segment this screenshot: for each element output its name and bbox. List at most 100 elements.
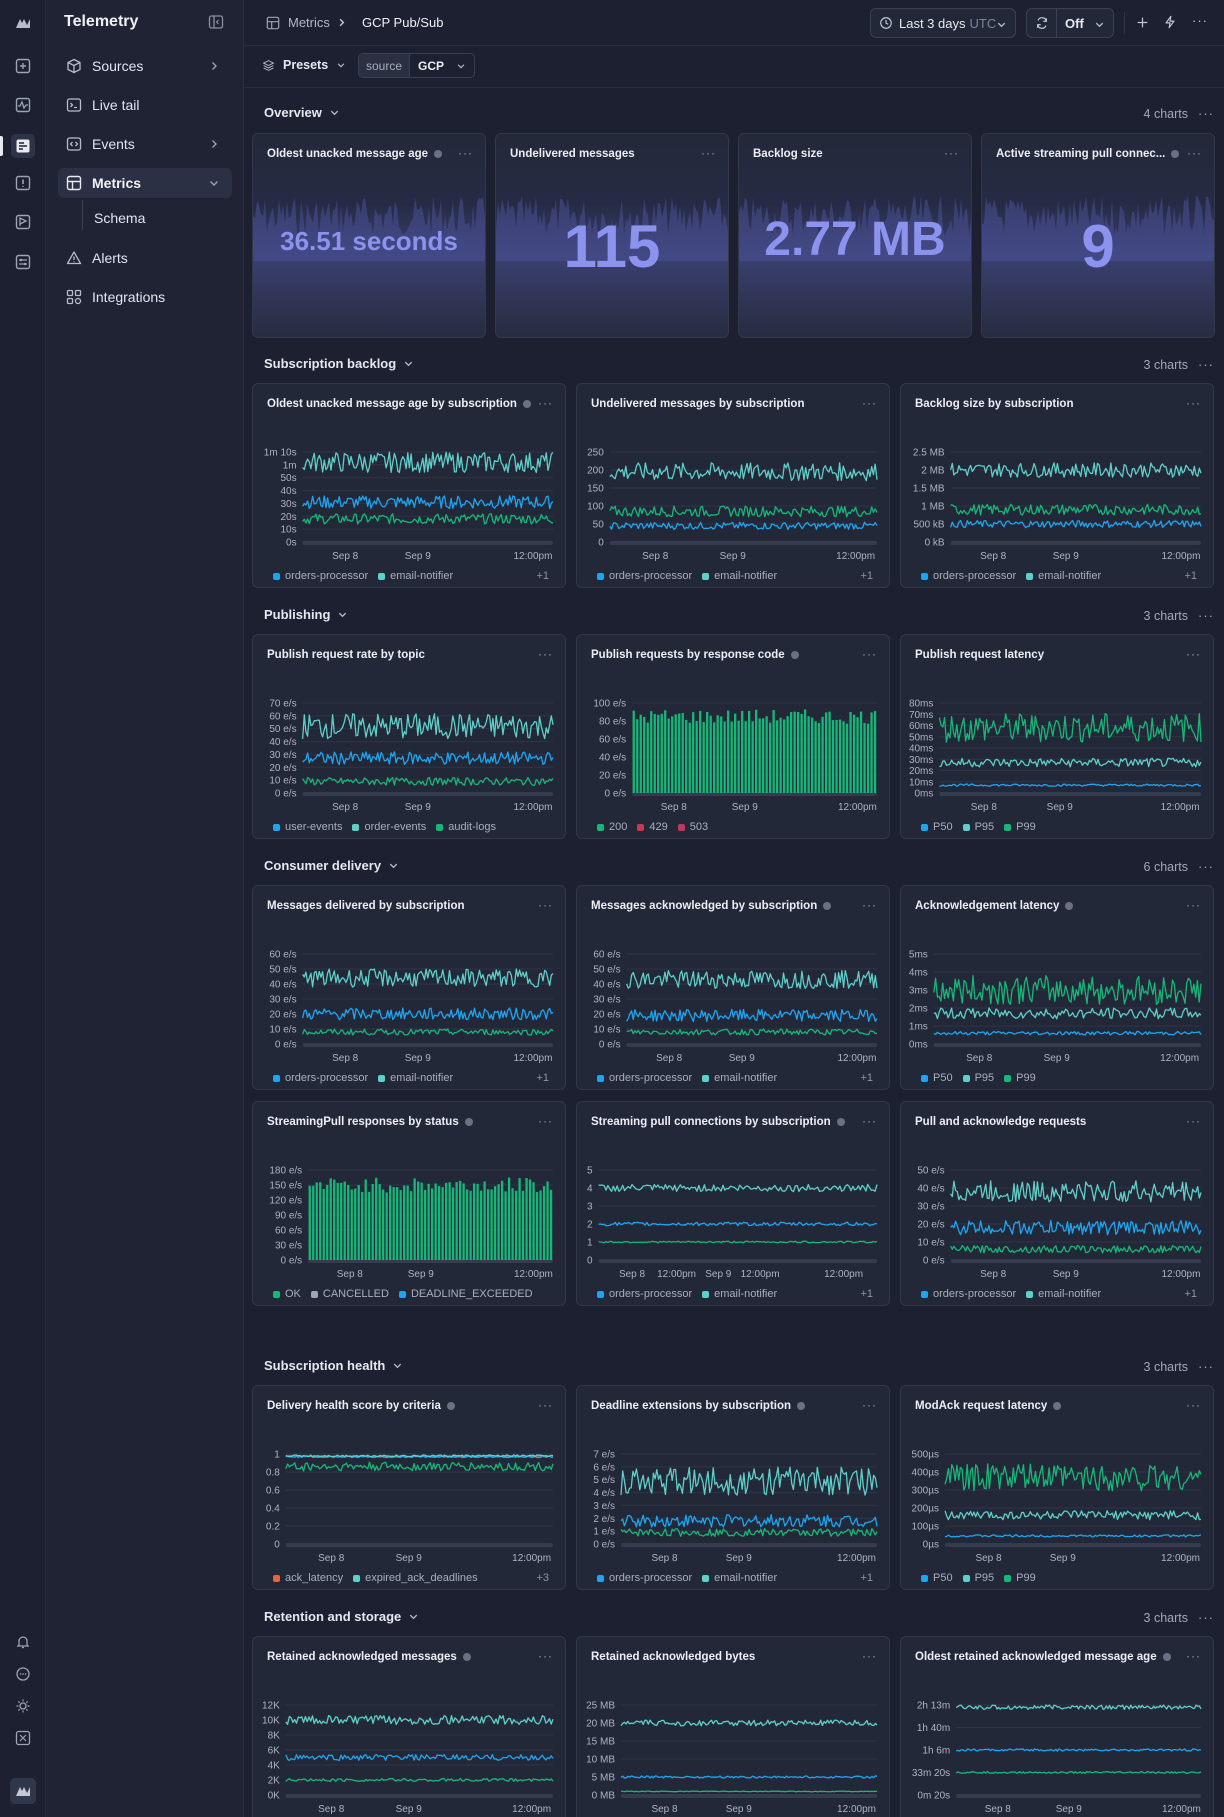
legend-item[interactable]: DEADLINE_EXCEEDED <box>398 1288 533 1300</box>
card-menu-icon[interactable]: ··· <box>862 1649 877 1663</box>
info-icon[interactable] <box>434 150 443 158</box>
legend-item[interactable]: orders-processor <box>273 1072 368 1084</box>
legend-item[interactable]: P99 <box>1004 1572 1036 1584</box>
legend-item[interactable]: P95 <box>962 1572 994 1584</box>
legend-item[interactable]: OK <box>273 1288 301 1300</box>
info-icon[interactable] <box>1065 902 1074 910</box>
legend-more[interactable]: +1 <box>536 1072 549 1084</box>
card-menu-icon[interactable]: ··· <box>862 396 877 410</box>
legend-more[interactable]: +1 <box>860 570 873 582</box>
chart-card[interactable]: Deadline extensions by subscription ··· 0 … <box>576 1385 890 1590</box>
chart-card[interactable]: Retained acknowledged messages ··· 0K 2K 4K 6… <box>252 1636 566 1817</box>
section-title-publishing[interactable]: Publishing <box>264 607 348 622</box>
stat-card[interactable]: Active streaming pull connec... ··· 9 <box>981 133 1215 338</box>
chart-card[interactable]: Delivery health score by criteria ··· 0 0.2… <box>252 1385 566 1590</box>
workspace-avatar[interactable] <box>10 1778 36 1804</box>
legend-item[interactable]: orders-processor <box>597 1072 692 1084</box>
add-panel-icon[interactable] <box>13 56 33 76</box>
section-more-icon[interactable]: ··· <box>1198 106 1214 121</box>
section-more-icon[interactable]: ··· <box>1198 357 1214 372</box>
chat-icon[interactable] <box>13 1664 33 1684</box>
legend-item[interactable]: email-notifier <box>1026 570 1101 582</box>
legend-more[interactable]: +1 <box>1184 1288 1197 1300</box>
flag-icon[interactable] <box>13 212 33 232</box>
legend-item[interactable]: 429 <box>637 821 668 833</box>
time-range-button[interactable]: Last 3 days UTC <box>870 8 1016 38</box>
section-more-icon[interactable]: ··· <box>1198 1610 1214 1625</box>
stat-card[interactable]: Undelivered messages ··· 115 <box>495 133 729 338</box>
chart-card[interactable]: Publish request rate by topic ··· 0 e/s 10 … <box>252 634 566 839</box>
card-menu-icon[interactable]: ··· <box>458 146 473 160</box>
info-icon[interactable] <box>446 1402 455 1410</box>
chart-card[interactable]: Publish requests by response code ··· 0 e/… <box>576 634 890 839</box>
sidebar-toggle-icon[interactable] <box>208 14 224 30</box>
legend-more[interactable]: +1 <box>860 1072 873 1084</box>
chart-card[interactable]: Publish request latency ··· 0ms 10ms 20ms 30m… <box>900 634 1214 839</box>
legend-item[interactable]: expired_ack_deadlines <box>353 1572 478 1584</box>
card-menu-icon[interactable]: ··· <box>538 647 553 661</box>
apps-icon[interactable] <box>13 1728 33 1748</box>
activity-icon[interactable] <box>13 95 33 115</box>
info-icon[interactable] <box>790 651 799 659</box>
chart-card[interactable]: Messages delivered by subscription ··· 0 e… <box>252 885 566 1090</box>
legend-item[interactable]: 503 <box>677 821 708 833</box>
stat-card[interactable]: Oldest unacked message age ··· 36.51 secon… <box>252 133 486 338</box>
chart-card[interactable]: Oldest retained acknowledged message age… <box>900 1636 1214 1817</box>
auto-refresh-select[interactable]: Off <box>1065 15 1084 31</box>
source-filter[interactable]: source GCP <box>358 53 476 78</box>
card-menu-icon[interactable]: ··· <box>944 146 959 160</box>
card-menu-icon[interactable]: ··· <box>1186 898 1201 912</box>
chart-card[interactable]: Undelivered messages by subscription ··· 0… <box>576 383 890 588</box>
legend-item[interactable]: email-notifier <box>702 1288 777 1300</box>
card-menu-icon[interactable]: ··· <box>701 146 716 160</box>
section-title-retention-and-storage[interactable]: Retention and storage <box>264 1609 419 1624</box>
legend-item[interactable]: P50 <box>921 1072 953 1084</box>
chart-card[interactable]: Pull and acknowledge requests ··· 0 e/s 10 … <box>900 1101 1214 1306</box>
legend-more[interactable]: +1 <box>860 1288 873 1300</box>
legend-item[interactable]: P99 <box>1004 821 1036 833</box>
legend-item[interactable]: audit-logs <box>436 821 496 833</box>
card-menu-icon[interactable]: ··· <box>1186 647 1201 661</box>
legend-item[interactable]: email-notifier <box>702 570 777 582</box>
card-menu-icon[interactable]: ··· <box>1187 146 1202 160</box>
info-icon[interactable] <box>464 1118 473 1126</box>
more-menu-icon[interactable]: ··· <box>1192 13 1208 28</box>
info-icon[interactable] <box>1053 1402 1062 1410</box>
legend-more[interactable]: +3 <box>536 1572 549 1584</box>
section-more-icon[interactable]: ··· <box>1198 608 1214 623</box>
chart-card[interactable]: Acknowledgement latency ··· 0ms 1ms 2ms 3ms 4m… <box>900 885 1214 1090</box>
section-title-overview[interactable]: Overview <box>264 105 340 120</box>
legend-item[interactable]: P50 <box>921 1572 953 1584</box>
logo-icon[interactable] <box>13 13 33 33</box>
legend-item[interactable]: email-notifier <box>378 1072 453 1084</box>
info-icon[interactable] <box>462 1653 471 1661</box>
section-title-subscription-backlog[interactable]: Subscription backlog <box>264 356 414 371</box>
section-title-consumer-delivery[interactable]: Consumer delivery <box>264 858 399 873</box>
card-menu-icon[interactable]: ··· <box>538 1649 553 1663</box>
card-menu-icon[interactable]: ··· <box>538 898 553 912</box>
section-more-icon[interactable]: ··· <box>1198 859 1214 874</box>
chart-card[interactable]: ModAck request latency ··· 0µs 100µs 200µs 30… <box>900 1385 1214 1590</box>
legend-item[interactable]: email-notifier <box>378 570 453 582</box>
legend-item[interactable]: ack_latency <box>273 1572 343 1584</box>
legend-item[interactable]: order-events <box>352 821 426 833</box>
card-menu-icon[interactable]: ··· <box>538 396 553 410</box>
bell-icon[interactable] <box>13 1632 33 1652</box>
section-title-subscription-health[interactable]: Subscription health <box>264 1358 403 1373</box>
info-icon[interactable] <box>1171 150 1180 158</box>
legend-item[interactable]: email-notifier <box>1026 1288 1101 1300</box>
card-menu-icon[interactable]: ··· <box>862 1114 877 1128</box>
legend-more[interactable]: +1 <box>860 1572 873 1584</box>
legend-item[interactable]: email-notifier <box>702 1072 777 1084</box>
legend-more[interactable]: +1 <box>536 570 549 582</box>
sidebar-item-alerts[interactable]: Alerts <box>58 243 232 273</box>
sidebar-item-live-tail[interactable]: Live tail <box>58 90 232 120</box>
legend-item[interactable]: P95 <box>962 821 994 833</box>
chart-card[interactable]: Backlog size by subscription ··· 0 kB 500 k… <box>900 383 1214 588</box>
info-icon[interactable] <box>836 1118 845 1126</box>
legend-item[interactable]: 200 <box>597 821 627 833</box>
info-icon[interactable] <box>522 400 531 408</box>
info-icon[interactable] <box>823 902 832 910</box>
card-menu-icon[interactable]: ··· <box>1186 1114 1201 1128</box>
breadcrumb-parent[interactable]: Metrics <box>288 15 330 30</box>
